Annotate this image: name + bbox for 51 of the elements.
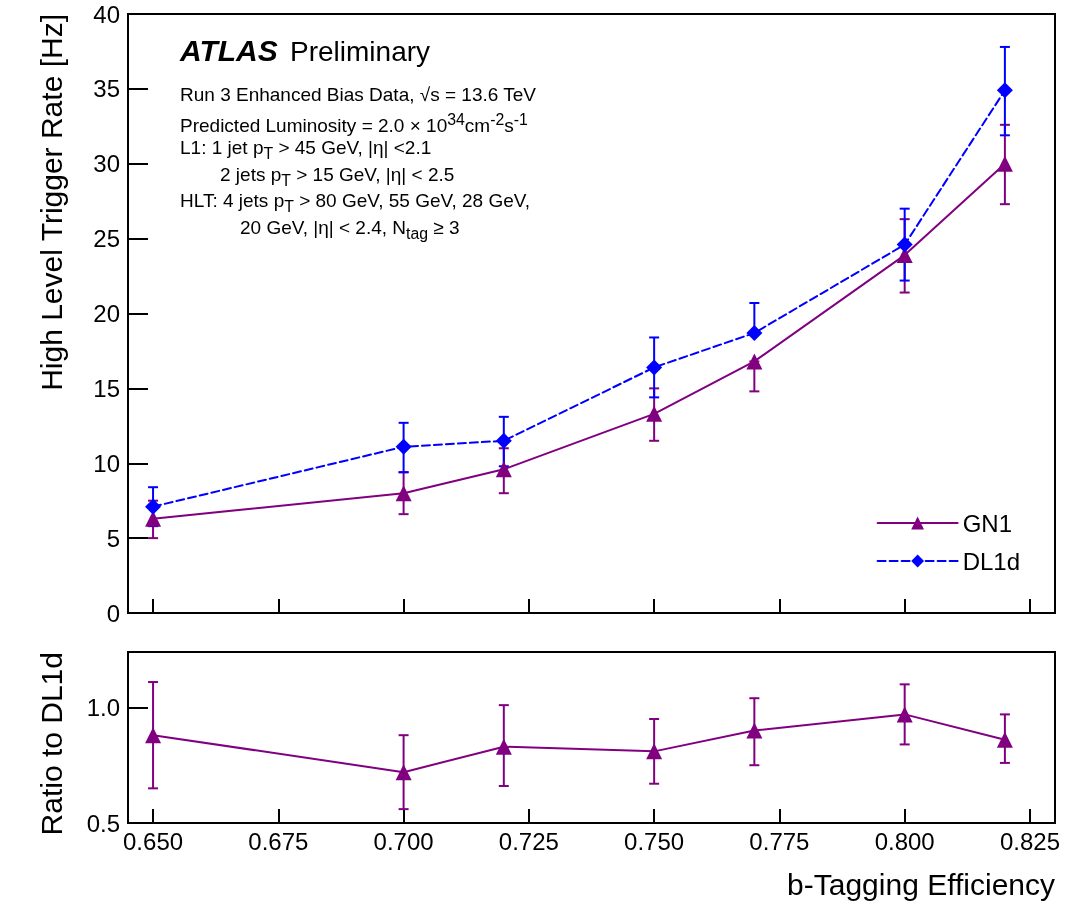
point: [996, 731, 1013, 748]
y-axis-title: High Level Trigger Rate [Hz]: [34, 14, 68, 391]
annotation: HLT: 4 jets p$_{T}$ > 80 GeV, 55 GeV, 28 GeV,: [180, 190, 530, 216]
x-tick-label: 0.800: [874, 827, 935, 855]
point: [495, 738, 512, 755]
point: [746, 353, 763, 370]
x-tick-label: 0.650: [123, 827, 184, 855]
annotation: 2 jets p$_{T}$ > 15 GeV, |η| < 2.5: [220, 163, 455, 190]
legend-label: DL1d: [962, 547, 1020, 575]
point: [395, 485, 412, 502]
point: [646, 743, 663, 760]
annotation: Predicted Luminosity = 2.0 × 10$^{34}$cm$^{-2}$s$^{-1}$: [180, 110, 528, 137]
y-tick-label: 30: [93, 150, 120, 178]
point: [746, 722, 763, 739]
point: [746, 324, 763, 341]
x-tick-label: 0.775: [749, 827, 810, 855]
point: [395, 438, 412, 455]
annotation: ATLAS: [180, 34, 278, 68]
x-tick-label: 0.750: [624, 827, 685, 855]
x-tick-label: 0.725: [498, 827, 559, 855]
y-tick-label: 0.5: [86, 809, 120, 837]
y-tick-label: 1.0: [86, 693, 120, 721]
point: [996, 82, 1013, 99]
y-tick-label: 40: [93, 0, 120, 28]
point: [495, 461, 512, 478]
annotation: L1: 1 jet p$_{T}$ > 45 GeV, |η| <2.1: [180, 137, 432, 163]
y-tick-label: 20: [93, 300, 120, 327]
point: [395, 764, 412, 781]
point: [996, 155, 1013, 172]
y-tick-label: 0: [106, 599, 120, 627]
point: [896, 236, 913, 253]
x-tick-label: 0.675: [248, 827, 309, 855]
y-tick-label: 10: [93, 449, 120, 477]
y-tick-label: 25: [93, 225, 120, 253]
point: [145, 498, 162, 515]
legend-label: GN1: [962, 509, 1012, 537]
point: [646, 359, 663, 376]
y-tick-label: 5: [106, 524, 120, 552]
y-axis-title: Ratio to DL1d: [34, 652, 68, 836]
point: [896, 706, 913, 723]
x-axis-title: b-Tagging Efficiency: [787, 867, 1055, 901]
annotation: Preliminary: [290, 36, 431, 68]
y-tick-label: 15: [93, 374, 120, 402]
point: [145, 727, 162, 744]
x-tick-label: 0.700: [373, 827, 434, 855]
annotation: Run 3 Enhanced Bias Data, √s = 13.6 TeV: [180, 84, 536, 106]
y-tick-label: 35: [93, 75, 120, 103]
annotation: 20 GeV, |η| < 2.4, N$_{tag}$ ≥ 3: [240, 216, 460, 243]
point: [646, 405, 663, 422]
x-tick-label: 0.825: [999, 827, 1060, 855]
point: [495, 432, 512, 449]
